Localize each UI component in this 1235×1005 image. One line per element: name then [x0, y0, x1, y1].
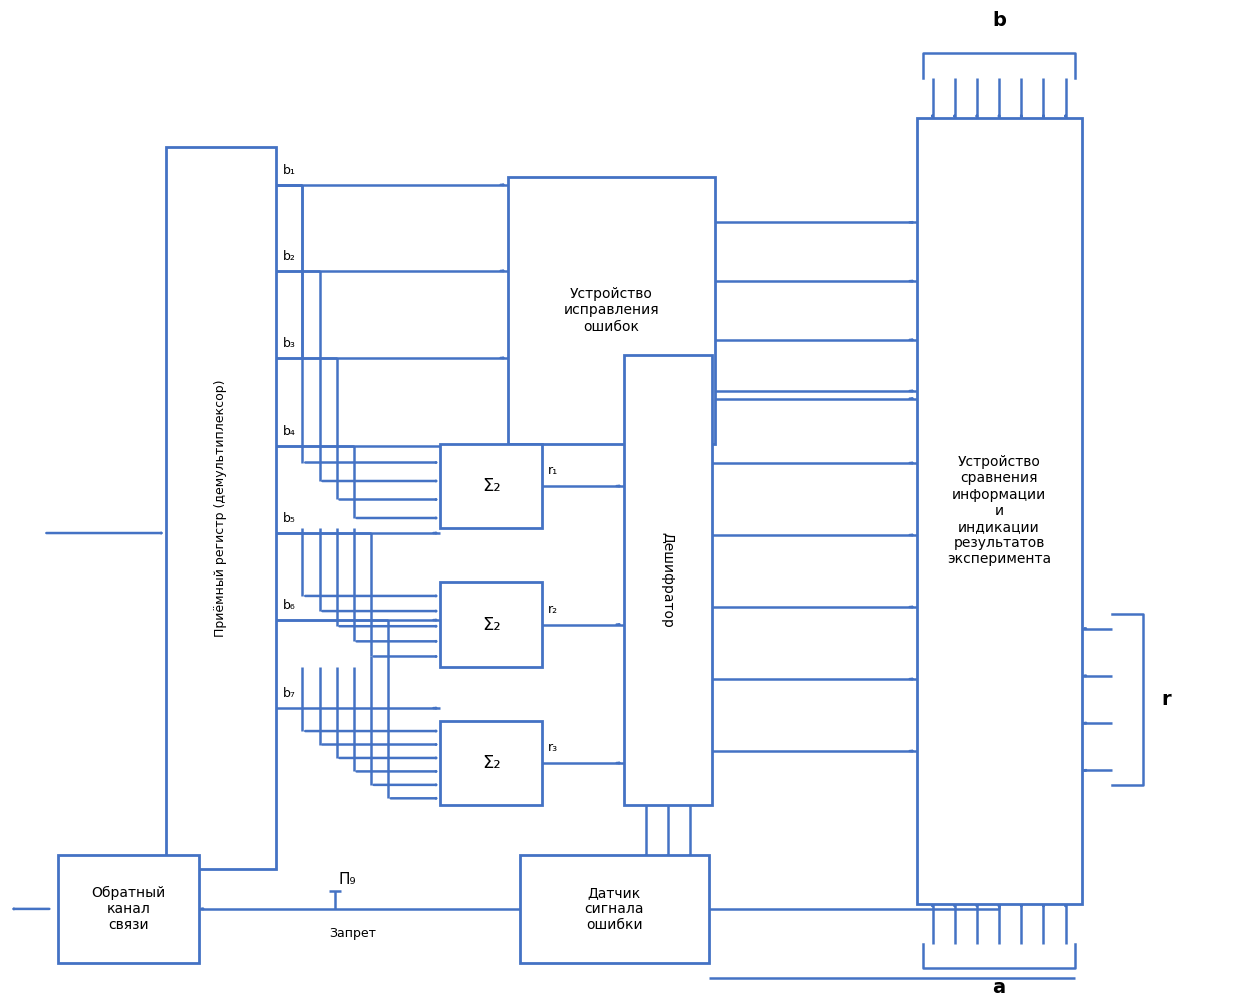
FancyBboxPatch shape: [508, 177, 715, 444]
Text: Запрет: Запрет: [330, 927, 377, 940]
Text: Σ₂: Σ₂: [482, 754, 500, 772]
Text: Обратный
канал
связи: Обратный канал связи: [91, 885, 165, 933]
Text: a: a: [993, 978, 1005, 997]
Text: Датчик
сигнала
ошибки: Датчик сигнала ошибки: [584, 885, 645, 932]
FancyBboxPatch shape: [441, 444, 542, 528]
Text: r₂: r₂: [548, 603, 558, 616]
Text: b₄: b₄: [283, 425, 296, 438]
Text: Устройство
исправления
ошибок: Устройство исправления ошибок: [563, 287, 659, 334]
FancyBboxPatch shape: [165, 148, 275, 869]
Text: Приёмный регистр (демультиплексор): Приёмный регистр (демультиплексор): [214, 380, 227, 637]
FancyBboxPatch shape: [441, 721, 542, 805]
FancyBboxPatch shape: [916, 118, 1082, 903]
FancyBboxPatch shape: [58, 854, 199, 964]
FancyBboxPatch shape: [520, 854, 709, 964]
Text: b₆: b₆: [283, 599, 295, 612]
Text: r: r: [1161, 690, 1171, 709]
Text: b₂: b₂: [283, 250, 296, 263]
Text: b₇: b₇: [283, 687, 296, 700]
Text: Устройство
сравнения
информации
и
индикации
результатов
эксперимента: Устройство сравнения информации и индика…: [947, 455, 1051, 567]
FancyBboxPatch shape: [441, 583, 542, 666]
Text: b₃: b₃: [283, 337, 296, 350]
Text: П₉: П₉: [338, 872, 356, 887]
Text: b₁: b₁: [283, 164, 296, 177]
Text: Дешифратор: Дешифратор: [661, 532, 674, 628]
Text: b₅: b₅: [283, 513, 296, 526]
Text: Σ₂: Σ₂: [482, 615, 500, 633]
Text: Σ₂: Σ₂: [482, 477, 500, 495]
FancyBboxPatch shape: [624, 355, 711, 805]
Text: b: b: [992, 11, 1007, 29]
Text: r₃: r₃: [548, 741, 558, 754]
Text: r₁: r₁: [548, 464, 558, 477]
